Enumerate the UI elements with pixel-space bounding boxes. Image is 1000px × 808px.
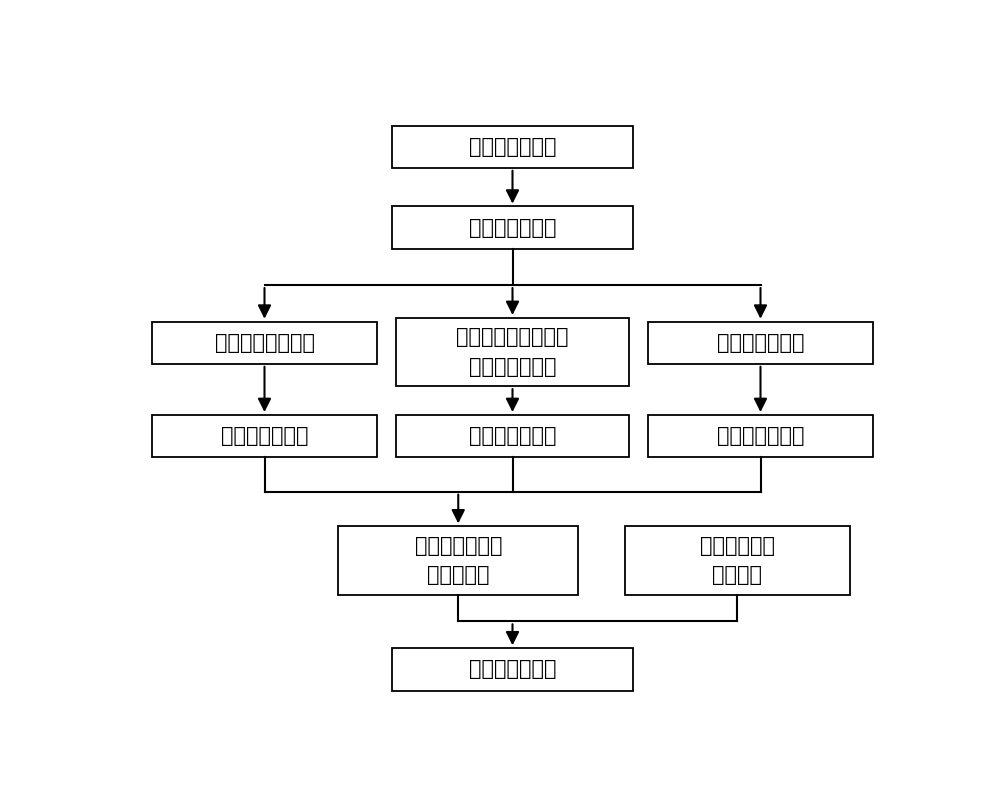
Text: 后备盘功能分析: 后备盘功能分析 bbox=[469, 137, 556, 157]
Text: 事故工况下运行: 事故工况下运行 bbox=[717, 333, 804, 353]
Text: 后备盘运行工况: 后备盘运行工况 bbox=[469, 217, 556, 238]
FancyBboxPatch shape bbox=[396, 415, 629, 457]
FancyBboxPatch shape bbox=[152, 322, 377, 364]
Text: 后备盘分配要求: 后备盘分配要求 bbox=[469, 659, 556, 680]
FancyBboxPatch shape bbox=[392, 125, 633, 168]
FancyBboxPatch shape bbox=[396, 318, 629, 386]
FancyBboxPatch shape bbox=[338, 526, 578, 595]
Text: 功能需求及清单: 功能需求及清单 bbox=[469, 426, 556, 446]
Text: 功能需求及清单: 功能需求及清单 bbox=[221, 426, 308, 446]
FancyBboxPatch shape bbox=[392, 207, 633, 249]
Text: 机组降功率、停堆、
后撤到安全状态: 机组降功率、停堆、 后撤到安全状态 bbox=[456, 327, 569, 377]
FancyBboxPatch shape bbox=[392, 648, 633, 691]
FancyBboxPatch shape bbox=[648, 415, 873, 457]
FancyBboxPatch shape bbox=[625, 526, 850, 595]
Text: 机组稳定运行监视: 机组稳定运行监视 bbox=[214, 333, 314, 353]
Text: 后备盘整体功能
需求及清单: 后备盘整体功能 需求及清单 bbox=[415, 536, 502, 585]
Text: 功能需求及清单: 功能需求及清单 bbox=[717, 426, 804, 446]
Text: 核电厂主控室
总体布置: 核电厂主控室 总体布置 bbox=[700, 536, 775, 585]
FancyBboxPatch shape bbox=[152, 415, 377, 457]
FancyBboxPatch shape bbox=[648, 322, 873, 364]
